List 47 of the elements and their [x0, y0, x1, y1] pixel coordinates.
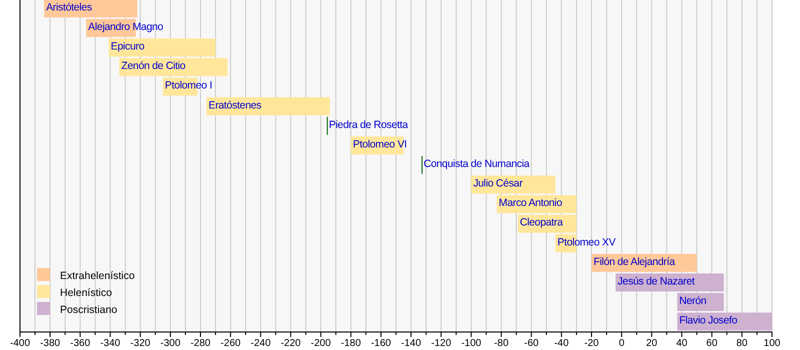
x-tick-label: 0	[618, 338, 625, 349]
y-tick-label: Flavio Josefo	[679, 314, 738, 327]
x-tick-label: -200	[310, 338, 332, 349]
y-tick-label: Marco Antonio	[498, 197, 562, 210]
x-tick-label: -160	[370, 338, 392, 349]
x-tick-label: -180	[340, 338, 362, 349]
y-tick-label: Aristóteles	[46, 1, 92, 14]
legend-label: Helenístico	[60, 287, 112, 299]
x-tick-label: -260	[220, 338, 242, 349]
x-tick-label: -120	[431, 338, 452, 349]
x-tick-label: -340	[100, 338, 121, 349]
x-tick-label: -400	[10, 338, 30, 349]
x-tick-label: -240	[250, 338, 272, 349]
y-tick-label: Nerón	[679, 295, 707, 308]
x-tick-label: 80	[736, 338, 748, 349]
y-tick-label: Filón de Alejandría	[594, 256, 676, 268]
y-tick-label: Ptolomeo XV	[557, 236, 616, 248]
legend-label: Extrahelenístico	[60, 270, 135, 282]
x-tick-label: -60	[524, 338, 540, 349]
y-tick-label: Ptolomeo VI	[352, 138, 407, 150]
y-tick-label: Piedra de Rosetta	[328, 118, 408, 131]
x-tick-label: -280	[190, 338, 211, 349]
bar	[206, 97, 330, 116]
x-tick-label: -220	[280, 338, 302, 349]
x-tick-label: 100	[764, 338, 781, 349]
y-tick-label: Julio César	[473, 178, 524, 190]
x-tick-label: 40	[676, 338, 688, 349]
x-tick-label: -140	[401, 338, 422, 349]
x-tick-label: -100	[461, 338, 482, 349]
x-tick-label: -20	[584, 338, 600, 349]
y-tick-label: Jesús de Nazaret	[618, 275, 695, 288]
y-tick-label: Epicuro	[110, 40, 145, 53]
y-tick-label: Ptolomeo I	[164, 80, 212, 92]
x-tick-label: -380	[40, 338, 61, 349]
x-tick-label: 60	[706, 338, 718, 349]
y-tick-label: Cleopatra	[520, 216, 564, 229]
y-tick-label: Zenón de Citio	[121, 60, 186, 72]
y-tick-label: Alejandro Magno	[88, 20, 164, 33]
y-tick-label: Conquista de Numancia	[424, 158, 530, 170]
x-tick-label: -300	[160, 338, 181, 349]
legend-label: Poscristiano	[60, 304, 118, 316]
x-tick-label: 20	[646, 338, 658, 349]
x-tick-label: -320	[130, 338, 151, 349]
y-tick-label: Eratóstenes	[208, 99, 262, 112]
x-tick-label: -40	[554, 338, 570, 349]
x-tick-label: -360	[70, 338, 91, 349]
x-tick-label: -80	[494, 338, 509, 349]
